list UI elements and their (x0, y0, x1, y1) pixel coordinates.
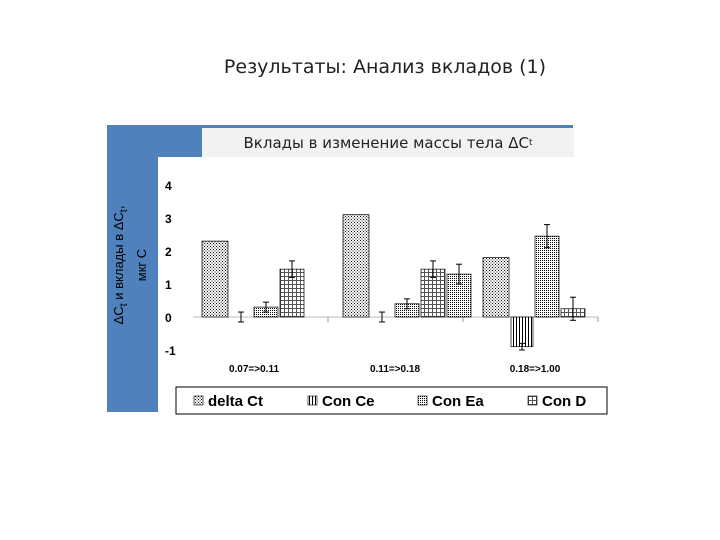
bar-delta-ct (482, 257, 510, 318)
y-tick-label: -1 (165, 344, 176, 358)
legend-swatch (417, 395, 428, 406)
y-tick-label: 0 (165, 311, 172, 325)
y-tick-label: 1 (165, 278, 172, 292)
legend-swatch (307, 395, 318, 406)
y-tick-label: 3 (165, 212, 172, 226)
y-tick-label: 4 (165, 179, 172, 193)
legend-label: Con Ce (322, 393, 375, 410)
bar-con-ea (534, 235, 560, 318)
x-tick-label: 0.18=>1.00 (510, 364, 561, 375)
chart-title: Вклады в изменение массы тела ΔC t (202, 128, 574, 157)
legend-label: Con D (542, 393, 586, 410)
legend-swatch (193, 395, 204, 406)
legend-label: Con Ea (432, 393, 484, 410)
plot-area (158, 157, 609, 413)
legend-swatch (527, 395, 538, 406)
bar-delta-ct (342, 214, 370, 318)
legend-label: delta Ct (208, 393, 263, 410)
bar-con-ce (510, 316, 534, 348)
bar-delta-ct (201, 240, 229, 318)
slide-title: Результаты: Анализ вкладов (1) (223, 56, 547, 78)
y-tick-label: 2 (165, 245, 172, 259)
x-tick-label: 0.07=>0.11 (229, 364, 279, 375)
chart-title-text: Вклады в изменение массы тела ΔC (243, 133, 529, 152)
chart-title-sub: t (528, 137, 533, 148)
x-tick-label: 0.11=>0.18 (370, 364, 420, 375)
